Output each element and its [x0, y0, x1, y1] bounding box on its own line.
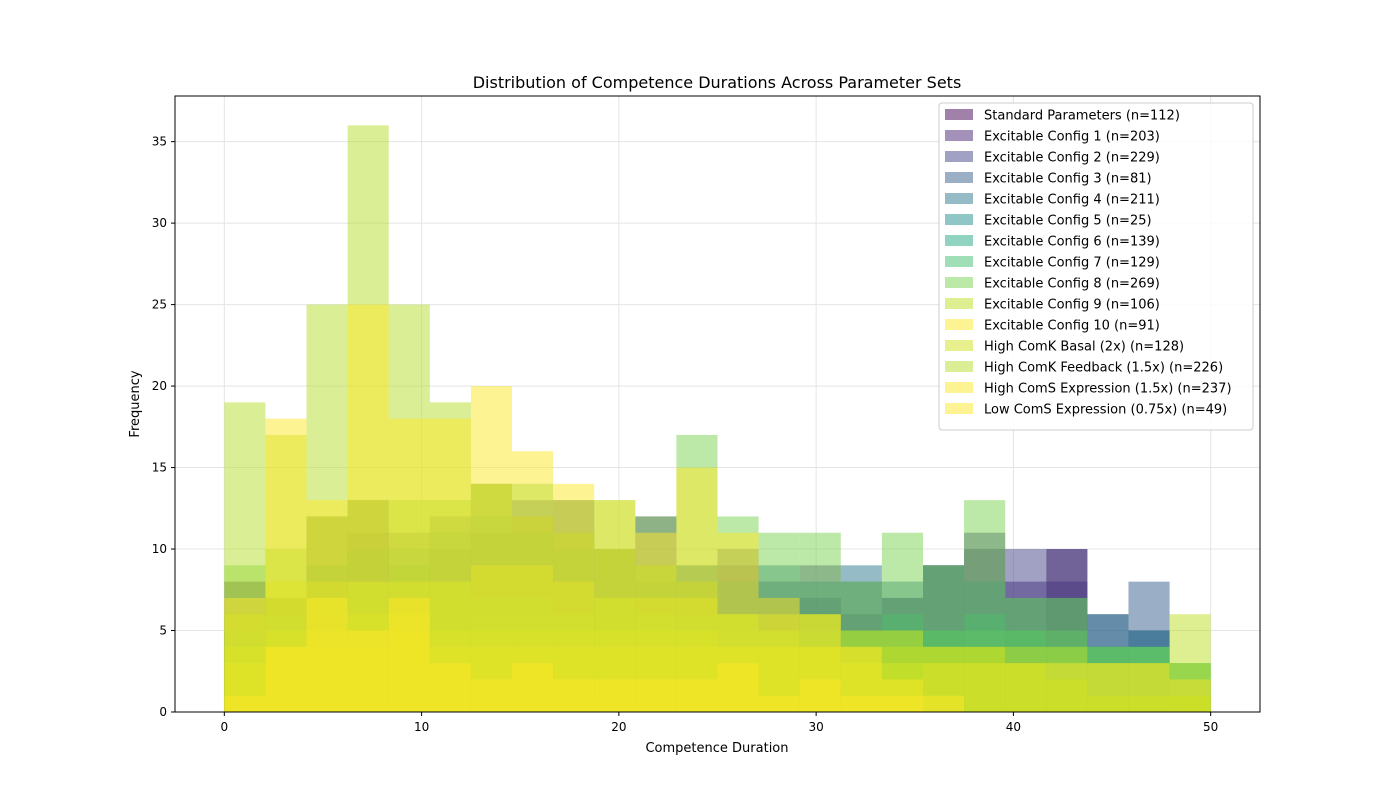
bar-series-15-bin-12 — [676, 679, 718, 712]
bar-series-15-bin-5 — [388, 597, 430, 712]
plot-frame — [174, 95, 1261, 713]
legend: Standard Parameters (n=112) Excitable Con… — [938, 102, 1254, 431]
bar-series-12-bin-23 — [1128, 695, 1170, 712]
y-tick-label-4: 20 — [152, 379, 167, 393]
legend-swatch-7 — [945, 235, 973, 246]
bar-series-15-bin-7 — [470, 679, 513, 712]
bar-series-12-bin-21 — [1046, 679, 1088, 712]
y-tick-label-5: 25 — [152, 298, 167, 312]
bar-series-15-bin-14 — [758, 695, 800, 712]
legend-label-11: Excitable Config 10 (n=91) — [984, 319, 1160, 334]
x-tick-label-1: 10 — [414, 720, 429, 734]
bar-series-15-bin-17 — [881, 695, 923, 712]
y-tick-label-7: 35 — [152, 135, 167, 149]
bar-series-14-bin-7 — [470, 386, 513, 712]
x-tick-label-2: 20 — [611, 720, 626, 734]
bar-series-14-bin-12 — [676, 467, 718, 712]
legend-swatch-13 — [945, 361, 973, 372]
bar-series-14-bin-10 — [594, 500, 636, 712]
legend-swatch-1 — [945, 109, 973, 120]
chart-title: Distribution of Competence Durations Acr… — [473, 73, 962, 92]
y-axis-label: Frequency — [128, 370, 143, 437]
legend-swatch-12 — [945, 340, 973, 351]
legend-label-3: Excitable Config 2 (n=229) — [984, 151, 1160, 166]
y-tick-label-3: 15 — [152, 461, 167, 475]
bar-series-15-bin-10 — [594, 679, 636, 712]
bar-series-15-bin-9 — [553, 679, 595, 712]
y-axis-ticks: 0 5 10 15 20 25 30 35 — [152, 135, 175, 719]
bar-series-15-bin-3 — [306, 597, 348, 712]
legend-swatch-15 — [945, 403, 973, 414]
series-15 — [224, 597, 965, 712]
bar-series-12-bin-20 — [1005, 663, 1047, 712]
legend-label-14: High ComS Expression (1.5x) (n=237) — [984, 382, 1232, 397]
bar-series-15-bin-2 — [265, 646, 307, 712]
legend-label-9: Excitable Config 8 (n=269) — [984, 277, 1160, 292]
x-axis-label: Competence Duration — [645, 741, 788, 756]
bar-series-12-bin-19 — [964, 646, 1006, 712]
legend-swatch-3 — [945, 151, 973, 162]
bar-series-12-bin-22 — [1087, 695, 1129, 712]
bar-series-15-bin-11 — [635, 679, 677, 712]
y-tick-label-2: 10 — [152, 542, 167, 556]
bar-series-14-bin-14 — [758, 597, 800, 712]
x-tick-label-4: 40 — [1006, 720, 1021, 734]
histogram-bars — [224, 125, 1211, 713]
legend-swatch-2 — [945, 130, 973, 141]
legend-label-15: Low ComS Expression (0.75x) (n=49) — [984, 403, 1227, 418]
bar-series-15-bin-4 — [347, 630, 389, 712]
bar-series-12-bin-24 — [1169, 695, 1211, 712]
x-axis-ticks: 0 10 20 30 40 50 — [220, 712, 1218, 734]
legend-label-4: Excitable Config 3 (n=81) — [984, 172, 1152, 187]
legend-label-6: Excitable Config 5 (n=25) — [984, 214, 1152, 229]
legend-swatch-14 — [945, 382, 973, 393]
y-tick-label-6: 30 — [152, 216, 167, 230]
bar-series-15-bin-13 — [717, 663, 759, 712]
x-tick-label-5: 50 — [1203, 720, 1218, 734]
legend-label-1: Standard Parameters (n=112) — [984, 109, 1180, 124]
bar-series-15-bin-8 — [512, 663, 554, 712]
bar-series-14-bin-1 — [224, 597, 266, 712]
legend-label-10: Excitable Config 9 (n=106) — [984, 298, 1160, 313]
legend-label-12: High ComK Basal (2x) (n=128) — [984, 340, 1184, 355]
x-tick-label-3: 30 — [808, 720, 823, 734]
legend-box — [938, 102, 1254, 431]
legend-swatch-9 — [945, 277, 973, 288]
legend-label-13: High ComK Feedback (1.5x) (n=226) — [984, 361, 1223, 376]
y-tick-label-0: 0 — [159, 705, 167, 719]
bar-series-15-bin-15 — [799, 679, 841, 712]
legend-label-2: Excitable Config 1 (n=203) — [984, 130, 1160, 145]
legend-swatch-8 — [945, 256, 973, 267]
legend-label-8: Excitable Config 7 (n=129) — [984, 256, 1160, 271]
legend-swatch-6 — [945, 214, 973, 225]
bar-series-15-bin-18 — [922, 695, 965, 712]
x-tick-label-0: 0 — [220, 720, 228, 734]
legend-swatch-10 — [945, 298, 973, 309]
legend-label-7: Excitable Config 6 (n=139) — [984, 235, 1160, 250]
bar-series-15-bin-6 — [429, 663, 471, 712]
legend-swatch-11 — [945, 319, 973, 330]
legend-label-5: Excitable Config 4 (n=211) — [984, 193, 1160, 208]
legend-swatch-5 — [945, 193, 973, 204]
bar-series-14-bin-9 — [553, 483, 595, 712]
legend-swatch-4 — [945, 172, 973, 183]
y-tick-label-1: 5 — [159, 624, 167, 638]
bar-series-15-bin-1 — [224, 695, 266, 712]
bar-series-15-bin-16 — [840, 695, 882, 712]
